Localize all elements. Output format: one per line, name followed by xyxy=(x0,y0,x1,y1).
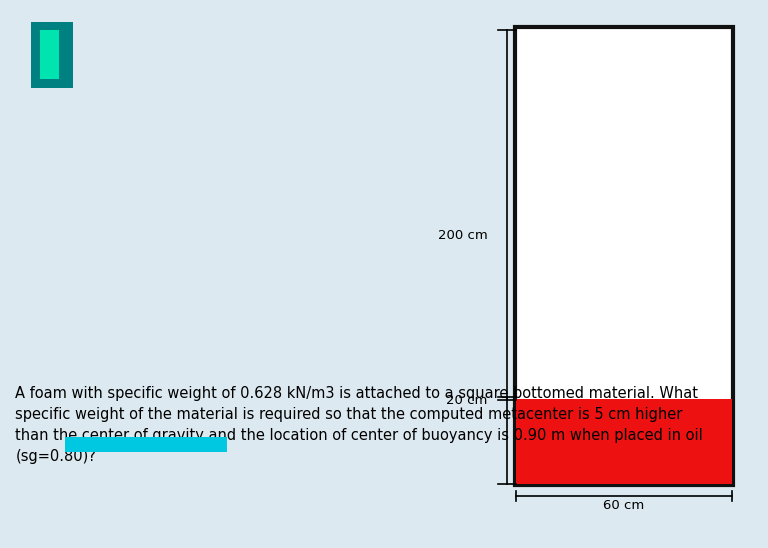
Text: 60 cm: 60 cm xyxy=(603,499,644,512)
Text: 200 cm: 200 cm xyxy=(438,229,488,242)
Text: 20 cm: 20 cm xyxy=(446,393,488,407)
Bar xyxy=(65,437,227,452)
Bar xyxy=(515,27,733,485)
Text: A foam with specific weight of 0.628 kN/m3 is attached to a square bottomed mate: A foam with specific weight of 0.628 kN/… xyxy=(15,386,703,464)
Bar xyxy=(516,399,732,484)
Bar xyxy=(40,30,59,79)
Bar xyxy=(31,22,73,88)
